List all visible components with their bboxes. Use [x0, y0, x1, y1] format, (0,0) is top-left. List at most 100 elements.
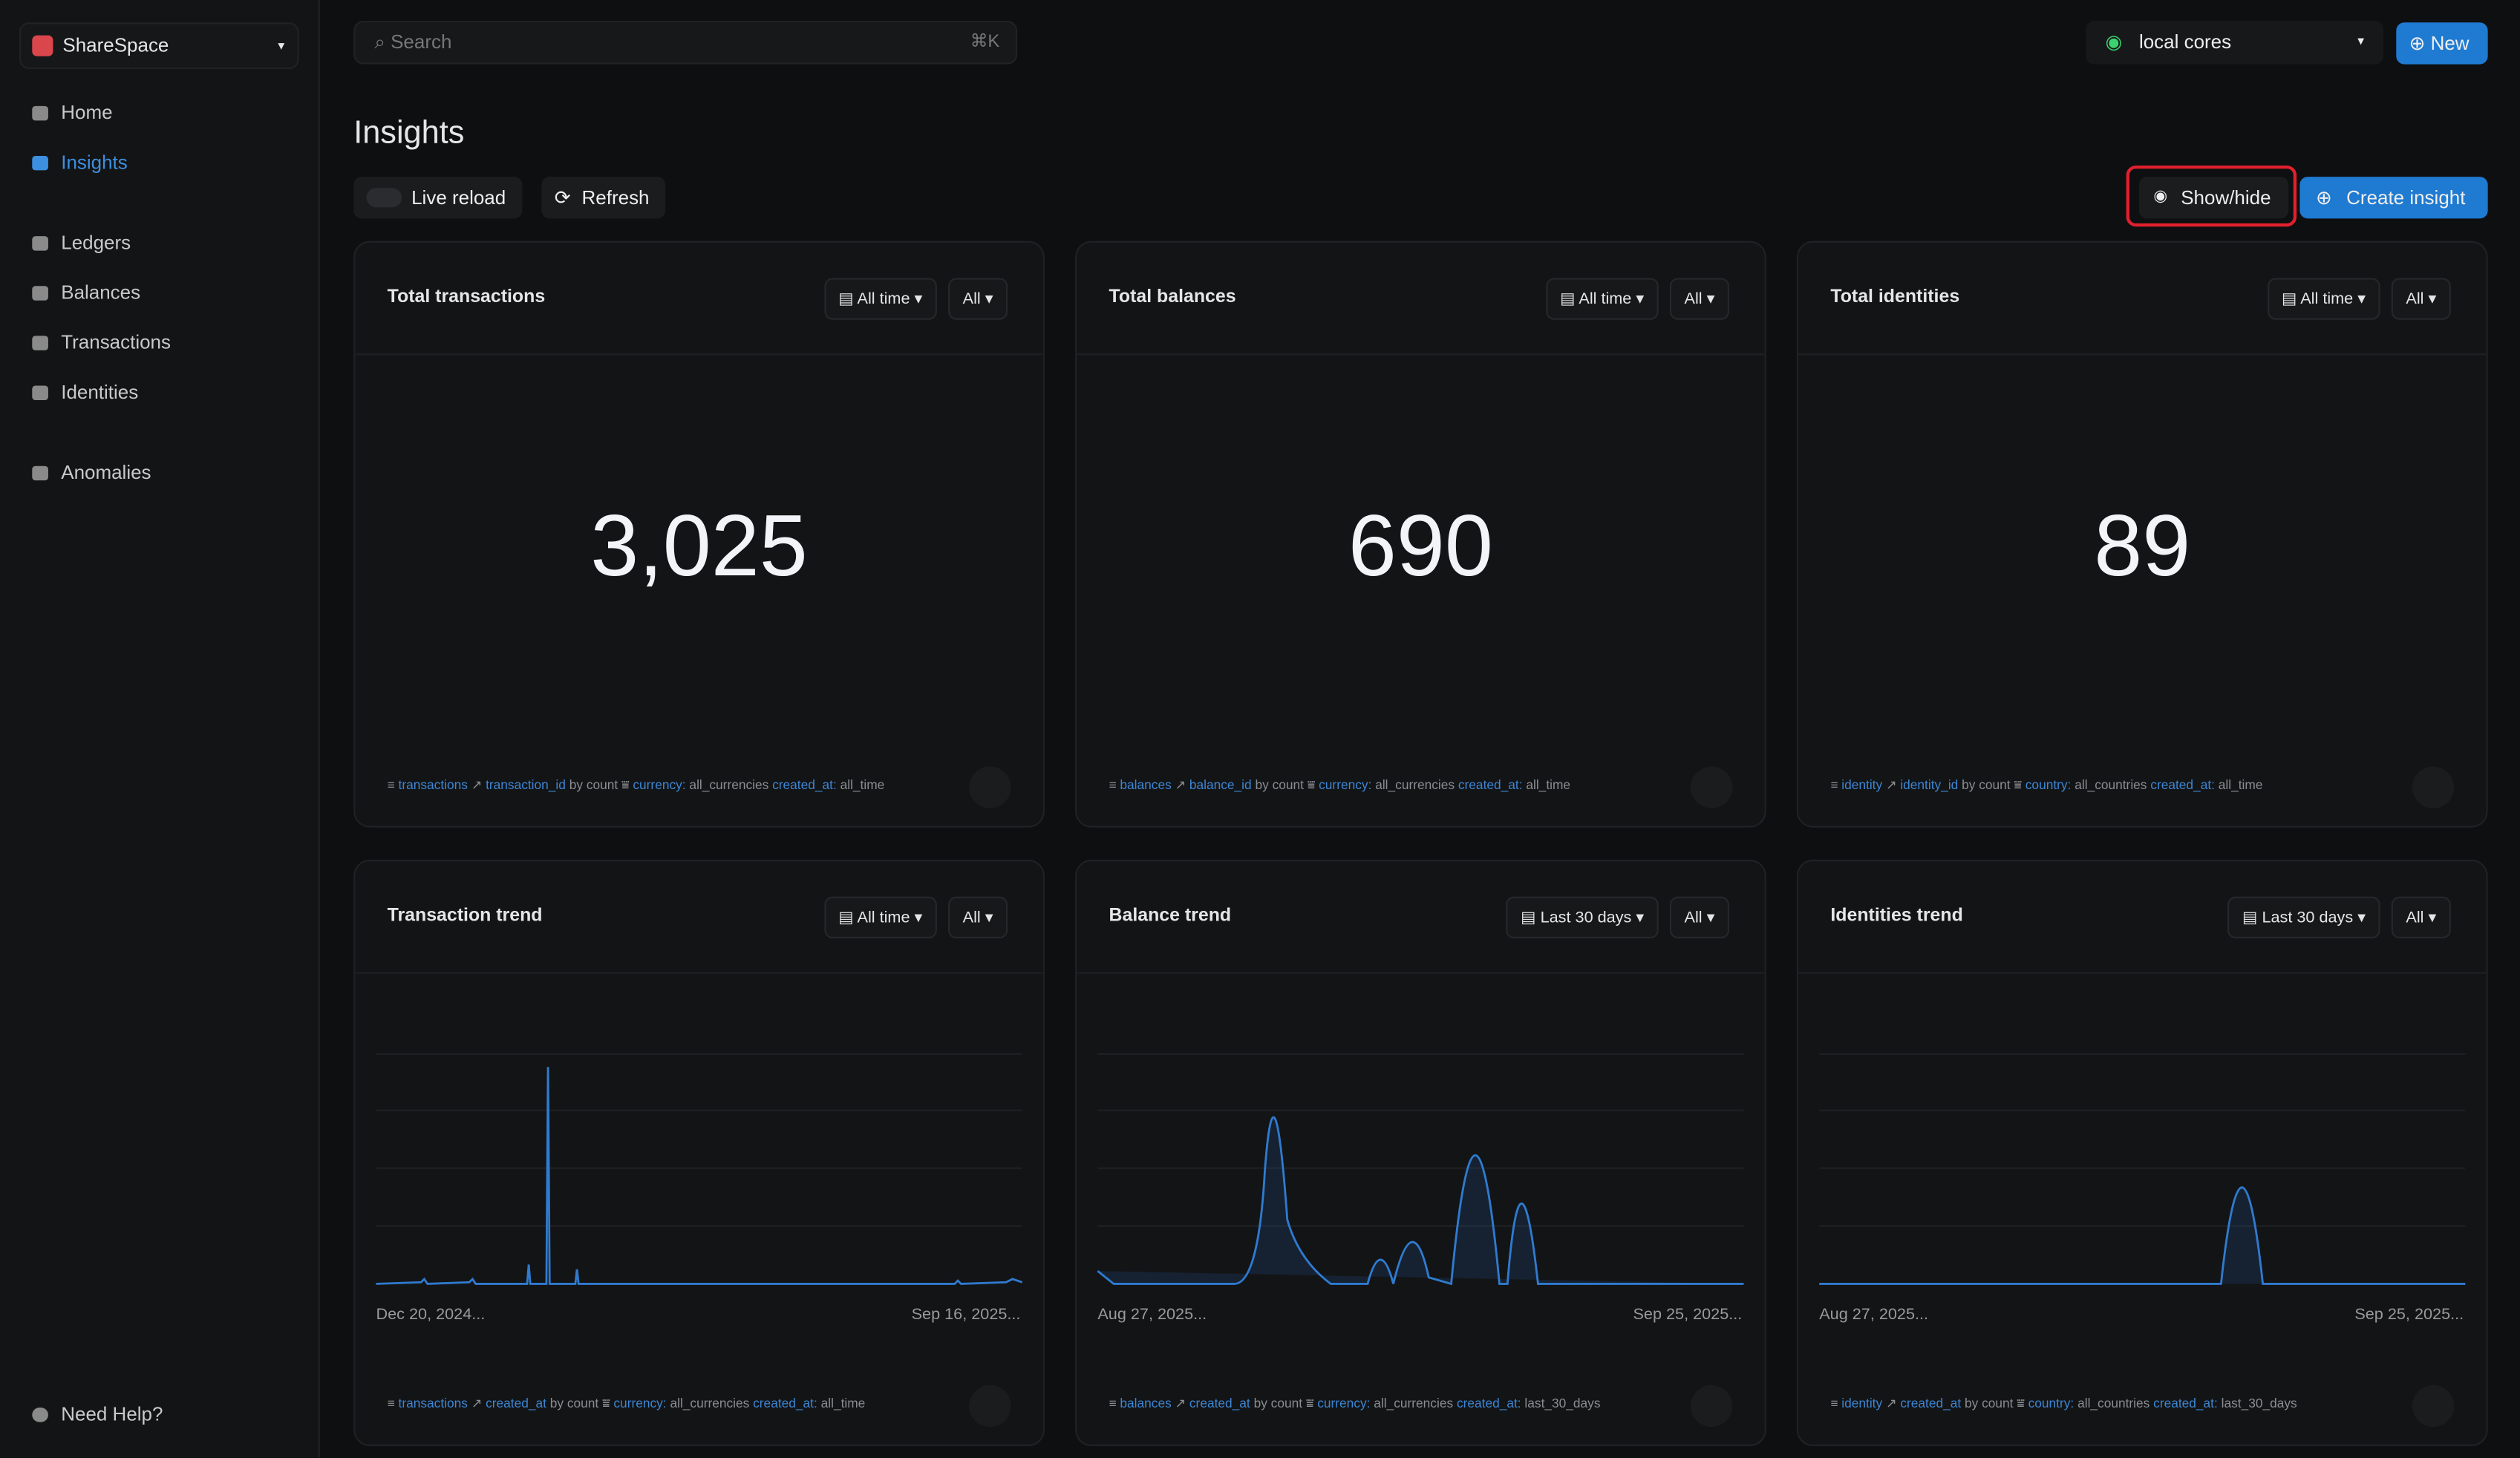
metric: balance_id [1189, 777, 1252, 793]
brand: ShareSpace [62, 33, 169, 56]
x-start-label: Aug 27, 2025... [1097, 1306, 1207, 1324]
metric-value: 3,025 [590, 497, 808, 595]
help-link[interactable]: Need Help? [32, 1403, 163, 1425]
range-select[interactable]: ▤ All time ▾ [823, 896, 937, 939]
divider [1798, 353, 2487, 356]
expand-button[interactable] [969, 766, 1011, 808]
nav-label: Home [61, 101, 113, 124]
nav-item[interactable]: Home [32, 101, 113, 124]
live-reload-label: Live reload [411, 186, 506, 209]
card-footer: ≡ identity ↗ identity_id by count ⩸ coun… [1830, 777, 2263, 793]
expand-button[interactable] [2412, 1385, 2455, 1428]
environment-select[interactable]: ◉ local cores ▾ [2086, 21, 2383, 65]
card-footer: ≡ balances ↗ balance_id by count ⩸ curre… [1109, 777, 1571, 793]
filter: All [1684, 909, 1703, 927]
filter-value: all_time [840, 777, 885, 793]
range-select[interactable]: ▤ All time ▾ [823, 278, 937, 320]
divider [355, 353, 1043, 356]
filter-select[interactable]: All ▾ [948, 278, 1008, 320]
show-hide-button[interactable]: ◉ Show/hide [2138, 177, 2289, 219]
nav-item[interactable]: Ledgers [32, 232, 131, 254]
expand-button[interactable] [1691, 766, 1733, 808]
filter-value: all_countries [2075, 777, 2147, 793]
range: All time [857, 290, 910, 309]
nav-item[interactable]: Insights [32, 151, 128, 174]
refresh-button[interactable]: ⟳ Refresh [541, 177, 666, 219]
filter-value: all_time [1526, 777, 1571, 793]
nav-icon [32, 335, 48, 350]
range-select[interactable]: ▤ All time ▾ [2267, 278, 2380, 320]
filter-key: country: [2028, 1396, 2075, 1411]
filter-select[interactable]: All ▾ [948, 896, 1008, 939]
range-select[interactable]: ▤ All time ▾ [1545, 278, 1659, 320]
nav-item[interactable]: Transactions [32, 331, 171, 353]
range-select[interactable]: ▤ Last 30 days ▾ [1506, 896, 1659, 939]
divider [355, 972, 1043, 974]
nav-icon [32, 385, 48, 399]
create-label: Create insight [2346, 186, 2466, 209]
metric: created_at [1900, 1396, 1962, 1411]
filter-value: all_time [820, 1396, 866, 1411]
filter-select[interactable]: All ▾ [2391, 278, 2451, 320]
insight-card: Total transactions ▤ All time ▾ All ▾ 3,025… [353, 241, 1045, 828]
expand-button[interactable] [969, 1385, 1011, 1428]
filter-value: all_time [2218, 777, 2263, 793]
metric-value: 690 [1348, 497, 1493, 595]
nav-icon [32, 285, 48, 300]
nav-label: Ledgers [61, 231, 131, 254]
filter-value: all_currencies [670, 1396, 750, 1411]
filter: All [962, 290, 981, 309]
live-reload-toggle[interactable]: Live reload [353, 177, 523, 219]
new-button[interactable]: ⊕ New [2396, 22, 2488, 65]
filter-select[interactable]: All ▾ [1670, 896, 1730, 939]
trend-line [376, 1067, 1023, 1285]
workspace-switcher[interactable]: ShareSpace ▾ [19, 22, 299, 70]
metric: created_at [486, 1396, 546, 1411]
nav-item[interactable]: Identities [32, 381, 138, 403]
card-title: Balance trend [1109, 906, 1232, 926]
filter-value: last_30_days [2221, 1396, 2297, 1411]
filter-key: country: [2025, 777, 2072, 793]
filter-key: created_at: [1458, 777, 1523, 793]
filter-key: created_at: [2153, 1396, 2218, 1411]
page-title: Insights [353, 115, 465, 151]
card-title: Total balances [1109, 287, 1236, 307]
expand-button[interactable] [1691, 1385, 1733, 1428]
highlight [2126, 165, 2297, 227]
sidebar: ShareSpace ▾ Home Insights Ledgers Balances T… [0, 0, 320, 1458]
search[interactable]: ⌕ Search ⌘K [353, 21, 1018, 65]
expand-button[interactable] [2412, 766, 2455, 808]
nav-item[interactable]: Anomalies [32, 461, 151, 484]
range-select[interactable]: ▤ Last 30 days ▾ [2227, 896, 2380, 939]
trend-chart [1097, 1053, 1744, 1286]
create-insight-button[interactable]: ⊕ Create insight [2299, 177, 2488, 219]
card-footer: ≡ transactions ↗ transaction_id by count… [387, 777, 885, 793]
metric-value: 89 [2094, 497, 2191, 595]
source: transactions [398, 777, 468, 793]
card-title: Transaction trend [387, 906, 543, 926]
environment: local cores [2138, 30, 2232, 53]
aggregation: by count [569, 777, 618, 793]
search-placeholder: Search [391, 30, 452, 53]
filter-select[interactable]: All ▾ [2391, 896, 2451, 939]
range: All time [2300, 290, 2354, 309]
card-title: Total transactions [387, 287, 546, 307]
metric: created_at [1189, 1396, 1250, 1411]
aggregation: by count [549, 1396, 599, 1411]
source: identity [1841, 1396, 1883, 1411]
source: balances [1120, 777, 1172, 793]
new-label: New [2430, 32, 2470, 55]
filter-select[interactable]: All ▾ [1670, 278, 1730, 320]
insight-card: Balance trend ▤ Last 30 days ▾ All ▾ Aug 27… [1075, 860, 1766, 1447]
aggregation: by count [1964, 1396, 2014, 1411]
insight-card: Transaction trend ▤ All time ▾ All ▾ Dec 20… [353, 860, 1045, 1447]
nav-item[interactable]: Balances [32, 281, 140, 304]
filter-value: all_currencies [1375, 777, 1455, 793]
x-end-label: Sep 25, 2025... [2354, 1306, 2464, 1324]
insight-card: Identities trend ▤ Last 30 days ▾ All ▾ Aug… [1796, 860, 2488, 1447]
shortcut: ⌘K [970, 32, 1000, 52]
range: Last 30 days [1540, 909, 1632, 927]
filter-key: created_at: [2150, 777, 2215, 793]
aggregation: by count [1962, 777, 2011, 793]
card-footer: ≡ transactions ↗ created_at by count ⩸ c… [387, 1396, 866, 1411]
